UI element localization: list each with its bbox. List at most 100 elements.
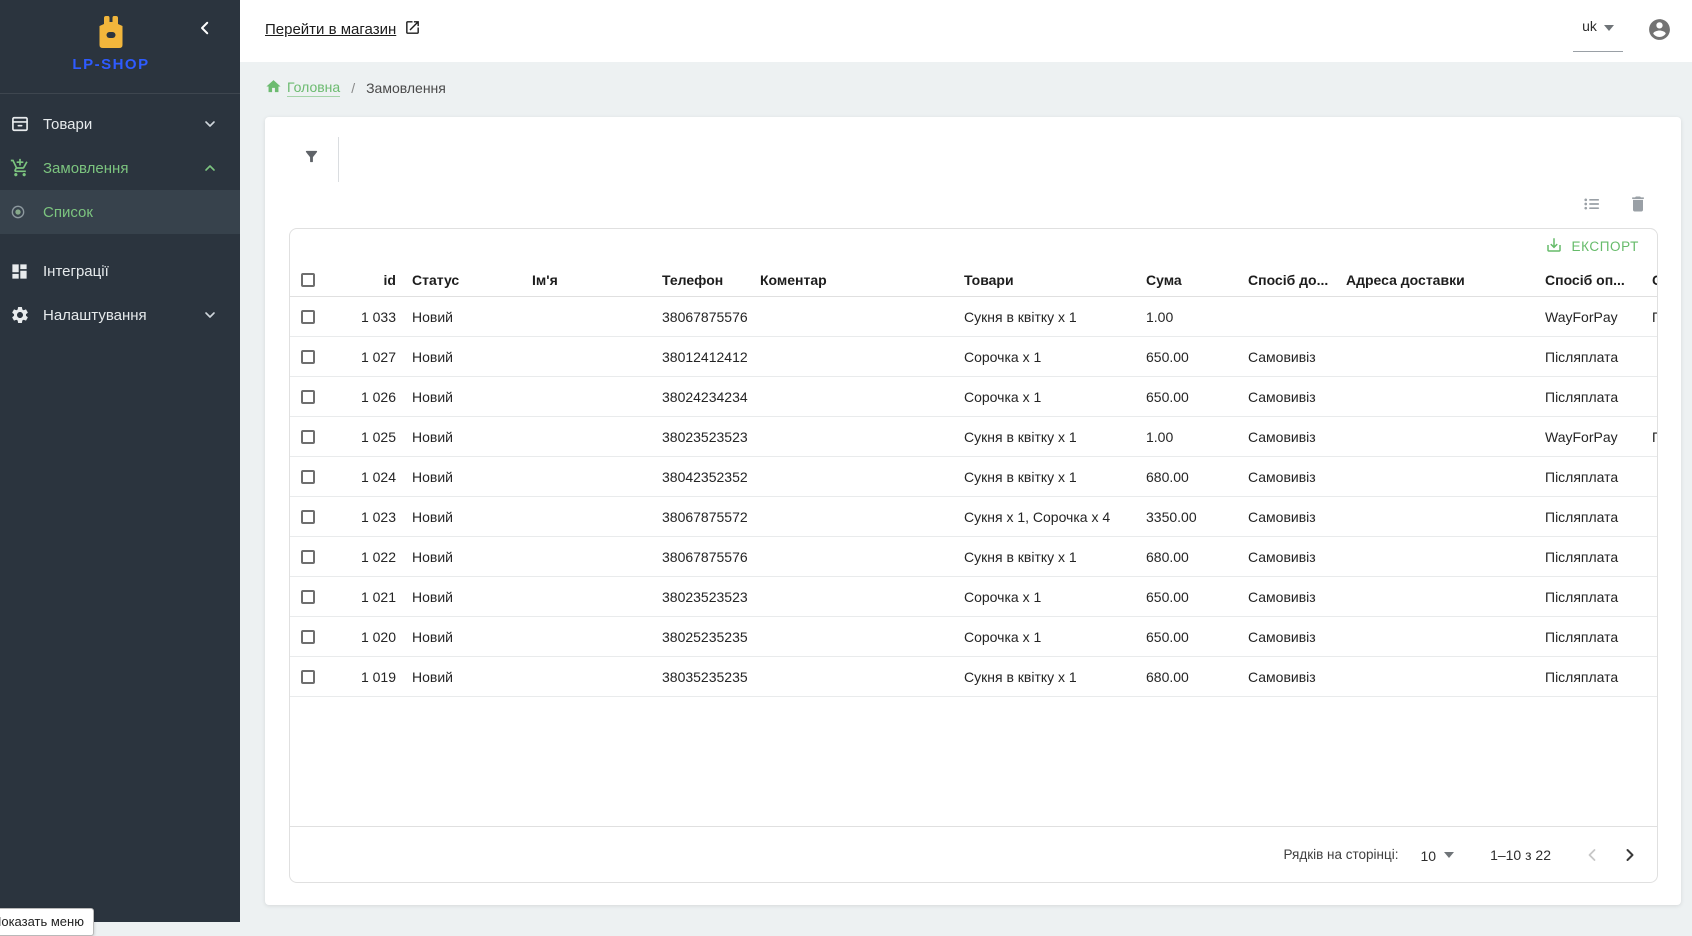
checkbox[interactable]: [301, 309, 315, 324]
add-shopping-cart-icon: [10, 158, 30, 178]
logo-text: LP-SHOP: [72, 56, 150, 73]
column-header-sum[interactable]: Сума: [1146, 272, 1182, 288]
cell-products: Сукня в квітку x 1: [964, 428, 1077, 445]
sidebar-item-settings[interactable]: Налаштування: [0, 293, 240, 337]
table-row[interactable]: 1 026 Новий 380242342342 Сорочка x 1 650.00 С…: [290, 377, 1657, 417]
checkbox[interactable]: [301, 509, 315, 524]
cell-id: 1 026: [360, 388, 396, 405]
sidebar-collapse-button[interactable]: [192, 16, 218, 42]
table-row[interactable]: 1 019 Новий 380352352353 Сукня в квітку x 1…: [290, 657, 1657, 697]
dashboard-icon: [10, 261, 30, 281]
cell-payment: WayForPay: [1545, 308, 1618, 325]
row-select-cell: [290, 349, 340, 364]
cell-sum: 650.00: [1146, 628, 1189, 645]
table-toolbar: ЕКСПОРТ: [290, 229, 1657, 264]
table-row[interactable]: 1 025 Новий 380235235235 Сукня в квітку x 1…: [290, 417, 1657, 457]
user-avatar[interactable]: [1647, 17, 1672, 42]
cell-sum: 650.00: [1146, 388, 1189, 405]
sidebar-item-products[interactable]: Товари: [0, 102, 240, 146]
checkbox[interactable]: [301, 549, 315, 564]
checkbox[interactable]: [301, 589, 315, 604]
box-icon: [10, 114, 30, 134]
cell-status: Новий: [412, 308, 453, 325]
table-row[interactable]: 1 027 Новий 380124124124 Сорочка x 1 650.00 С…: [290, 337, 1657, 377]
chevron-down-icon: [202, 116, 218, 136]
table-row[interactable]: 1 023 Новий 380678755722 Сукня x 1, Сорочка…: [290, 497, 1657, 537]
chevron-left-icon: [196, 19, 214, 40]
sidebar: LP-SHOP Товари Замовлення: [0, 0, 240, 922]
sidebar-item-integrations[interactable]: Інтеграції: [0, 249, 240, 293]
sidebar-item-label: Товари: [43, 115, 93, 133]
table-empty-area: [290, 697, 1657, 826]
checkbox[interactable]: [301, 389, 315, 404]
orders-panel: ЕКСПОРТ id Статус Ім'я Телефон Коментар Товар…: [265, 117, 1681, 905]
previous-page-button: [1579, 842, 1605, 868]
rows-per-page-select[interactable]: 10: [1421, 845, 1455, 864]
gear-icon: [10, 305, 30, 325]
caret-down-icon: [1444, 845, 1455, 864]
checkbox[interactable]: [301, 629, 315, 644]
cell-id: 1 027: [360, 348, 396, 365]
column-list-button[interactable]: [1578, 191, 1606, 219]
cell-products: Сукня в квітку x 1: [964, 468, 1077, 485]
language-select[interactable]: uk: [1573, 18, 1623, 52]
go-to-store-link[interactable]: Перейти в магазин: [265, 19, 421, 39]
breadcrumb-home-link[interactable]: Головна: [265, 78, 341, 98]
breadcrumb: Головна / Замовлення: [265, 78, 446, 98]
topbar: Перейти в магазин uk: [240, 0, 1692, 62]
export-button[interactable]: ЕКСПОРТ: [1539, 232, 1645, 261]
table-row[interactable]: 1 020 Новий 380252352352 Сорочка x 1 650.00 С…: [290, 617, 1657, 657]
table-row[interactable]: 1 033 Новий 380678755765 Сукня в квітку x 1…: [290, 297, 1657, 337]
table-header-row: id Статус Ім'я Телефон Коментар Товари Сума Спо…: [290, 264, 1657, 297]
checkbox[interactable]: [301, 669, 315, 684]
rows-per-page-label: Рядків на сторінці:: [1283, 847, 1399, 862]
cell-phone: 380242342342: [662, 388, 748, 405]
column-header-products[interactable]: Товари: [964, 272, 1014, 288]
column-header-phone[interactable]: Телефон: [662, 272, 724, 288]
cell-products: Сукня в квітку x 1: [964, 548, 1077, 565]
checkbox[interactable]: [301, 469, 315, 484]
cell-sum: 680.00: [1146, 668, 1189, 685]
row-select-cell: [290, 549, 340, 564]
table-row[interactable]: 1 024 Новий 380423523523 Сукня в квітку x 1…: [290, 457, 1657, 497]
cell-delivery: Самовивіз: [1248, 428, 1316, 445]
cell-phone: 380235235235: [662, 428, 748, 445]
breadcrumb-separator: /: [351, 80, 356, 96]
column-header-payment_status[interactable]: Ст: [1640, 272, 1657, 288]
column-header-id[interactable]: id: [383, 272, 396, 288]
cell-id: 1 019: [360, 668, 396, 685]
pager: [1579, 842, 1643, 868]
checkbox[interactable]: [301, 273, 315, 287]
next-page-button[interactable]: [1617, 842, 1643, 868]
checkbox[interactable]: [301, 349, 315, 364]
sidebar-item-orders-list[interactable]: Список: [0, 190, 240, 234]
cell-sum: 680.00: [1146, 468, 1189, 485]
delete-button[interactable]: [1624, 191, 1652, 219]
open-in-new-icon: [404, 19, 421, 39]
row-select-cell: [290, 469, 340, 484]
cell-status: Новий: [412, 468, 453, 485]
column-header-status[interactable]: Статус: [412, 272, 460, 288]
filter-button[interactable]: [297, 144, 325, 172]
column-header-name[interactable]: Ім'я: [532, 272, 558, 288]
sidebar-item-label: Замовлення: [43, 159, 129, 177]
logo[interactable]: LP-SHOP: [0, 14, 222, 73]
trash-icon: [1628, 194, 1648, 217]
nav-spacer: [0, 234, 240, 249]
sidebar-item-orders[interactable]: Замовлення: [0, 146, 240, 190]
row-select-cell: [290, 389, 340, 404]
cell-status: Новий: [412, 588, 453, 605]
cell-delivery: Самовивіз: [1248, 348, 1316, 365]
cell-products: Сукня x 1, Сорочка x 4: [964, 508, 1111, 525]
column-header-payment[interactable]: Спосіб оп...: [1545, 272, 1625, 288]
checkbox[interactable]: [301, 429, 315, 444]
column-header-comment[interactable]: Коментар: [760, 272, 827, 288]
table-body: 1 033 Новий 380678755765 Сукня в квітку x 1…: [290, 297, 1657, 697]
sidebar-item-label: Налаштування: [43, 306, 147, 324]
column-header-address[interactable]: Адреса доставки: [1346, 272, 1465, 288]
cell-payment: Післяплата: [1545, 388, 1619, 405]
table-row[interactable]: 1 021 Новий 380235235235 Сорочка x 1 650.00 С…: [290, 577, 1657, 617]
table-row[interactable]: 1 022 Новий 380678755765 Сукня в квітку x 1…: [290, 537, 1657, 577]
breadcrumb-home-label: Головна: [287, 79, 341, 97]
column-header-delivery[interactable]: Спосіб до...: [1248, 272, 1329, 288]
